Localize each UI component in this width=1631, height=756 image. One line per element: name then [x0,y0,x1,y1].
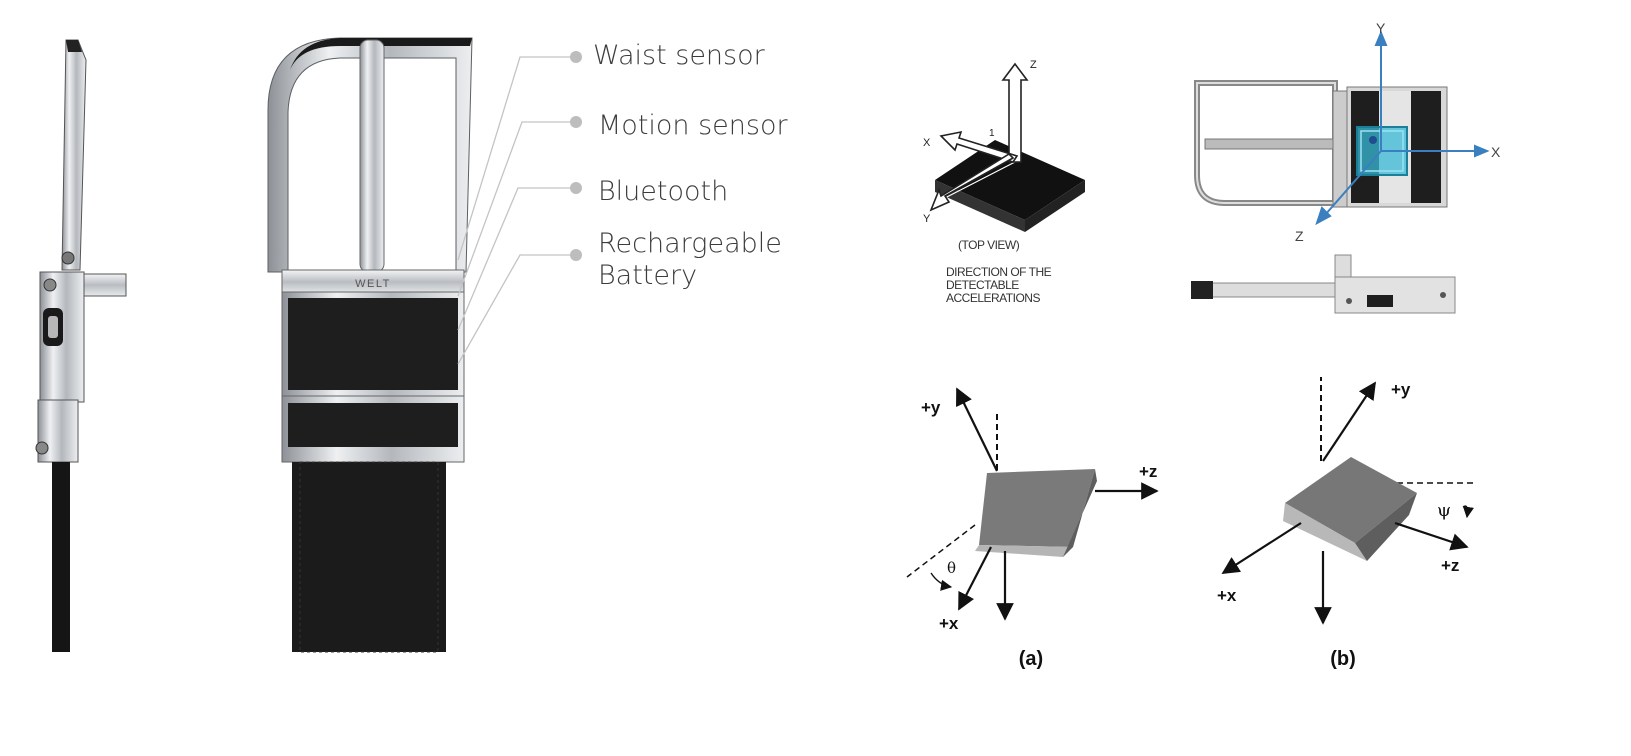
callout-dot-bluetooth [570,182,582,194]
chip-direction-caption: DIRECTION OF THE DETECTABLE ACCELERATION… [946,265,1052,305]
accelerometer-chip-diagram: Z X Y 1 [923,59,1085,232]
belt-side-view [35,39,127,652]
chip-axis-y-label: Y [923,213,931,225]
orient-a-y-label: +y [921,398,941,417]
buckle-axes-diagram: Y X Z [1191,20,1501,314]
buckle-axis-z-label: Z [1295,228,1304,244]
orient-b-z-label: +z [1441,556,1459,575]
orientation-diagram-a: +y +z +x θ (a) [906,387,1159,670]
orient-b-psi-label: ψ [1437,500,1451,521]
callout-battery-line2: Battery [598,260,698,291]
buckle-axis-y-label: Y [1376,20,1386,36]
chip-direction-line2: DETECTABLE [946,278,1019,292]
chip-axis-z-label: Z [1030,59,1037,71]
orient-b-x-label: +x [1217,586,1237,605]
belt-strap [292,462,446,652]
orient-a-x-label: +x [939,614,959,633]
callout-motion-sensor: Motion sensor [598,110,788,141]
callout-battery: Rechargeable Battery [598,228,782,292]
orient-a-z-label: +z [1139,462,1157,481]
callout-bluetooth: Bluetooth [598,176,729,207]
orient-b-y-label: +y [1391,380,1411,399]
callout-leaders [457,56,576,365]
chip-axis-x-label: X [923,137,931,149]
chip-body [935,140,1085,220]
buckle-outline [1194,80,1448,208]
orient-a-theta-label: θ [947,559,956,577]
buckle-axis-x-label: X [1491,144,1501,160]
buckle-side-profile [1191,254,1456,314]
callout-waist-sensor: Waist sensor [593,40,765,71]
callout-dot-motion [570,116,582,128]
x-arrow-icon [939,130,1019,163]
callout-dot-battery [570,249,582,261]
y-arrow-icon [929,152,1015,212]
orient-b-caption: (b) [1330,648,1356,670]
callout-dot-waist [570,51,582,63]
z-arrow-icon [1001,62,1029,163]
chip-direction-line3: ACCELERATIONS [946,291,1040,305]
buckle-y-arrow-icon [1374,30,1388,46]
buckle-prong [359,39,385,273]
brand-logo: WELT [355,278,391,290]
chip-pin1-label: 1 [989,128,995,139]
belt-illustration: WELT [35,37,582,653]
block-top-face-b [1285,457,1417,543]
orient-a-caption: (a) [1019,648,1043,670]
buckle-z-arrow-icon [1315,206,1332,226]
belt-front-view: WELT [267,37,473,653]
chip-direction-line1: DIRECTION OF THE [946,265,1052,279]
buckle-x-arrow-icon [1474,144,1490,158]
leather-panel-lower [288,403,458,447]
callout-battery-line1: Rechargeable [598,228,782,259]
leather-panel-upper [288,298,458,390]
chip-top-view-caption: (TOP VIEW) [958,238,1020,252]
block-top-face-a [979,469,1095,547]
orientation-diagram-b: +y +z +x ψ (b) [1217,377,1477,670]
